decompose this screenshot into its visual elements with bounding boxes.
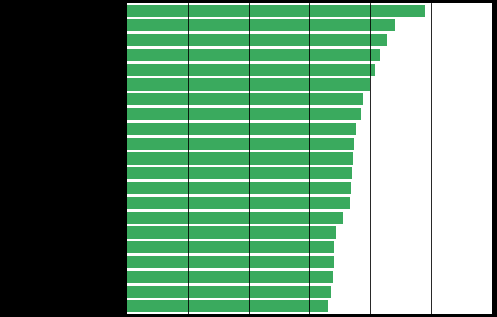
Bar [127, 138, 354, 150]
Bar [127, 197, 349, 209]
Bar [127, 152, 353, 165]
Bar [127, 108, 360, 120]
Bar [127, 167, 352, 179]
Bar [127, 49, 380, 61]
Bar [127, 93, 363, 105]
Bar [127, 64, 375, 76]
Bar [127, 256, 334, 268]
Bar [127, 123, 356, 135]
Bar [127, 19, 395, 31]
Bar [127, 212, 343, 224]
Bar [127, 301, 328, 313]
Bar [127, 34, 387, 46]
Bar [127, 241, 334, 253]
Bar [127, 226, 336, 238]
Bar [127, 4, 425, 16]
Bar [127, 286, 331, 298]
Bar [127, 182, 351, 194]
Bar [127, 79, 370, 91]
Bar [127, 271, 332, 283]
